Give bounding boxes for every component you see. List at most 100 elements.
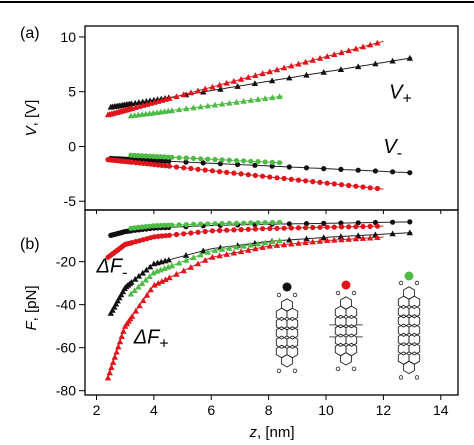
data-point [113, 348, 120, 355]
data-point [259, 70, 266, 77]
data-point [268, 77, 276, 84]
data-point [269, 94, 276, 100]
data-point [230, 249, 238, 256]
data-point [407, 170, 413, 176]
data-point [252, 245, 259, 252]
data-point [183, 159, 189, 165]
data-point [288, 240, 295, 247]
data-point [209, 228, 215, 234]
data-point [202, 85, 209, 92]
data-point [217, 161, 223, 167]
data-point [151, 281, 158, 288]
data-point [226, 157, 232, 163]
y-tick-label-b: -60 [56, 340, 76, 356]
data-point [108, 364, 115, 370]
atom [351, 366, 357, 371]
ring [403, 360, 415, 375]
data-point [195, 166, 201, 172]
data-point [252, 226, 258, 232]
data-point [175, 259, 183, 266]
data-point [331, 236, 338, 243]
data-point [241, 158, 247, 164]
data-point [262, 159, 268, 165]
data-point [128, 152, 134, 158]
data-point [320, 234, 327, 240]
data-point [143, 266, 150, 273]
data-point [115, 343, 122, 350]
data-point [389, 57, 396, 64]
data-point [255, 220, 261, 226]
ring [275, 316, 288, 331]
data-point [276, 219, 283, 225]
data-point [150, 153, 156, 159]
data-point [321, 220, 327, 226]
data-point [204, 249, 211, 255]
y-tick-label-b: -80 [56, 383, 76, 399]
data-point [273, 242, 281, 248]
data-point [202, 257, 209, 263]
data-point [131, 287, 138, 293]
data-point [337, 233, 345, 240]
data-point [168, 107, 176, 114]
data-point [230, 78, 238, 84]
data-point [132, 276, 139, 282]
data-point [338, 166, 344, 172]
ring [345, 333, 358, 347]
data-point [254, 96, 262, 102]
data-point [331, 51, 338, 57]
data-point [233, 158, 240, 164]
data-point [169, 222, 175, 228]
data-point [295, 60, 302, 67]
data-point [202, 167, 208, 173]
data-point [367, 223, 373, 229]
ring [286, 335, 299, 349]
data-point [237, 248, 245, 255]
data-point [360, 223, 366, 230]
ring [281, 354, 293, 368]
data-point [295, 177, 302, 183]
data-point [288, 225, 294, 231]
legend [275, 271, 421, 380]
data-point [281, 225, 287, 231]
data-point [205, 156, 211, 162]
data-point [183, 105, 190, 112]
panel-a-frame [84, 25, 459, 211]
data-point [150, 269, 157, 276]
x-tick-label: 8 [265, 402, 273, 418]
data-point [211, 247, 219, 253]
ring [345, 305, 358, 320]
data-point [260, 226, 266, 232]
data-point [267, 174, 273, 180]
data-point [135, 153, 141, 159]
ring [408, 314, 421, 328]
data-point [303, 221, 310, 227]
panel-label-b: (b) [20, 236, 40, 253]
data-point [166, 95, 173, 101]
data-point [338, 49, 345, 56]
data-point [238, 227, 244, 233]
data-point [183, 257, 190, 263]
data-point [317, 179, 323, 185]
data-point [173, 164, 180, 170]
data-point [169, 154, 175, 160]
data-point [226, 245, 233, 251]
data-point [374, 234, 381, 240]
data-point [280, 64, 288, 71]
data-point [303, 165, 310, 171]
data-point [128, 279, 135, 285]
data-point [324, 224, 330, 230]
data-point [165, 154, 171, 160]
data-point [353, 224, 359, 230]
data-point [241, 220, 247, 226]
series-green-circle-a [128, 152, 284, 166]
data-point [360, 184, 366, 190]
data-point [262, 239, 269, 246]
data-point [317, 224, 323, 230]
data-point [154, 154, 160, 160]
axes: -5 0 5 10 -80 -60 -40 -20 2 4 6 8 10 12 14 [56, 29, 449, 418]
data-point [374, 185, 380, 192]
data-point [198, 156, 204, 162]
data-point [188, 230, 194, 236]
atom [398, 280, 404, 286]
data-point [139, 153, 145, 159]
